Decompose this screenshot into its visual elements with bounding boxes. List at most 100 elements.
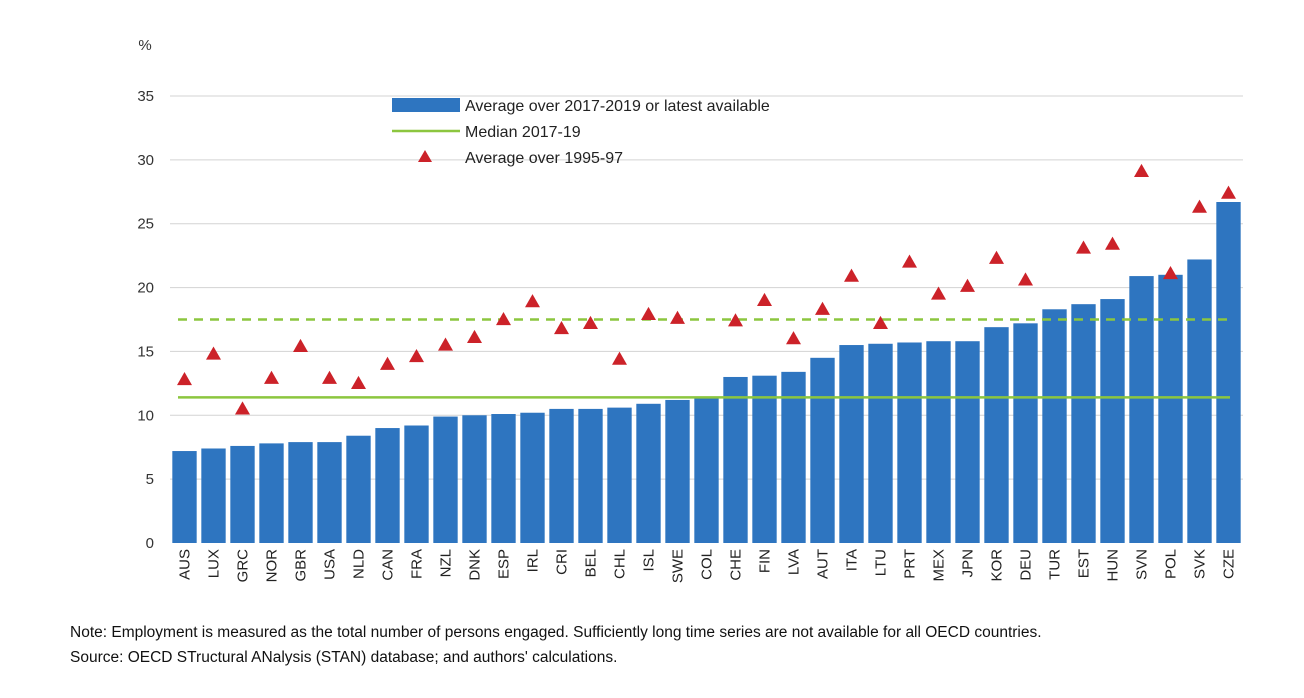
x-tick-label: POL	[1163, 549, 1180, 579]
bar	[781, 371, 806, 543]
x-tick-label: KOR	[989, 549, 1006, 582]
triangle-marker	[380, 356, 395, 370]
bar	[201, 448, 226, 543]
triangle-marker	[438, 337, 453, 351]
triangle-marker	[815, 301, 830, 315]
bar	[317, 442, 342, 543]
x-tick-label: SWE	[670, 549, 687, 583]
triangle-marker	[264, 370, 279, 384]
x-tick-label: LUX	[206, 549, 223, 578]
triangle-marker	[351, 375, 366, 389]
x-tick-label: NOR	[264, 549, 281, 583]
x-tick-label: GBR	[293, 549, 310, 582]
triangle-marker	[728, 313, 743, 327]
notes: Note: Employment is measured as the tota…	[70, 620, 1295, 670]
legend-triangle-swatch	[418, 150, 432, 162]
x-tick-label: TUR	[1047, 549, 1064, 580]
x-tick-label: LTU	[873, 549, 890, 576]
triangle-marker	[1018, 272, 1033, 286]
y-tick-label: 0	[146, 535, 154, 552]
bar	[868, 343, 893, 543]
triangle-marker	[1192, 199, 1207, 213]
x-tick-label: ESP	[496, 549, 513, 579]
y-tick-label: 30	[137, 152, 154, 169]
triangle-marker	[960, 278, 975, 292]
bar	[810, 357, 835, 543]
x-tick-label: MEX	[931, 549, 948, 582]
bar	[607, 407, 632, 543]
triangle-marker	[322, 370, 337, 384]
triangle-marker	[989, 250, 1004, 264]
bar	[404, 425, 429, 543]
x-tick-label: DEU	[1018, 549, 1035, 581]
triangle-marker	[235, 401, 250, 415]
triangle-marker	[409, 349, 424, 363]
bar	[694, 397, 719, 543]
x-tick-label: ITA	[844, 549, 861, 571]
triangle-marker	[1163, 266, 1178, 280]
triangle-marker	[931, 286, 946, 300]
chart-svg: 0 5 10 15 20 25 30 35% AUS LUX GRC NOR GBR USA NLD CAN F…	[137, 37, 1243, 583]
triangle-marker	[293, 338, 308, 352]
chart: 0 5 10 15 20 25 30 35% AUS LUX GRC NOR GBR USA NLD CAN F…	[137, 37, 1243, 583]
x-tick-label: DNK	[467, 549, 484, 581]
y-tick-label: 25	[137, 216, 154, 233]
triangle-marker	[583, 315, 598, 329]
bar	[520, 412, 545, 543]
x-tick-label: AUS	[177, 549, 194, 580]
y-tick-label: 15	[137, 343, 154, 360]
bar	[375, 428, 400, 543]
bar	[1216, 202, 1241, 543]
x-tick-label: CRI	[554, 549, 571, 575]
bar	[955, 341, 980, 543]
triangle-marker	[177, 372, 192, 386]
bar	[723, 376, 748, 543]
x-tick-label: CHL	[612, 549, 629, 579]
bar	[665, 399, 690, 543]
bar	[172, 451, 197, 543]
x-tick-label: SVK	[1192, 549, 1209, 579]
bar	[1013, 323, 1038, 543]
x-tick-label: NLD	[351, 549, 368, 579]
x-tick-label: AUT	[815, 549, 832, 579]
bar	[1129, 276, 1154, 543]
bar	[1187, 259, 1212, 543]
triangle-marker	[1134, 163, 1149, 177]
triangle-marker	[757, 292, 772, 306]
bar	[926, 341, 951, 543]
bar	[288, 442, 313, 543]
legend-label-markers: Average over 1995-97	[465, 150, 623, 167]
bar	[549, 408, 574, 543]
x-tick-label: LVA	[786, 549, 803, 575]
x-tick-label: SVN	[1134, 549, 1151, 580]
bar	[1042, 309, 1067, 543]
bar	[984, 327, 1009, 543]
bar	[752, 375, 777, 543]
triangle-marker	[670, 310, 685, 324]
x-tick-label: CHE	[728, 549, 745, 581]
legend-label-bar: Average over 2017-2019 or latest availab…	[465, 98, 770, 115]
triangle-marker	[554, 320, 569, 335]
x-tick-label: CZE	[1221, 549, 1238, 579]
y-axis-label: %	[138, 37, 151, 54]
bar	[491, 414, 516, 543]
legend-bar-swatch	[392, 98, 460, 112]
x-tick-label: EST	[1076, 549, 1093, 578]
triangle-marker	[641, 306, 656, 321]
y-tick-label: 35	[137, 88, 154, 105]
bar	[230, 445, 255, 543]
bar	[897, 342, 922, 543]
y-tick-label: 20	[137, 280, 154, 297]
x-tick-label: FRA	[409, 549, 426, 579]
x-tick-label: NZL	[438, 549, 455, 577]
x-tick-label: HUN	[1105, 549, 1122, 582]
triangle-marker	[467, 329, 482, 344]
x-tick-label: PRT	[902, 549, 919, 579]
x-tick-label: CAN	[380, 549, 397, 581]
bar	[346, 435, 371, 543]
triangle-marker	[844, 268, 859, 282]
x-tick-label: BEL	[583, 549, 600, 577]
triangle-marker	[496, 312, 511, 326]
x-tick-label: ISL	[641, 549, 658, 572]
bar	[1071, 304, 1096, 543]
